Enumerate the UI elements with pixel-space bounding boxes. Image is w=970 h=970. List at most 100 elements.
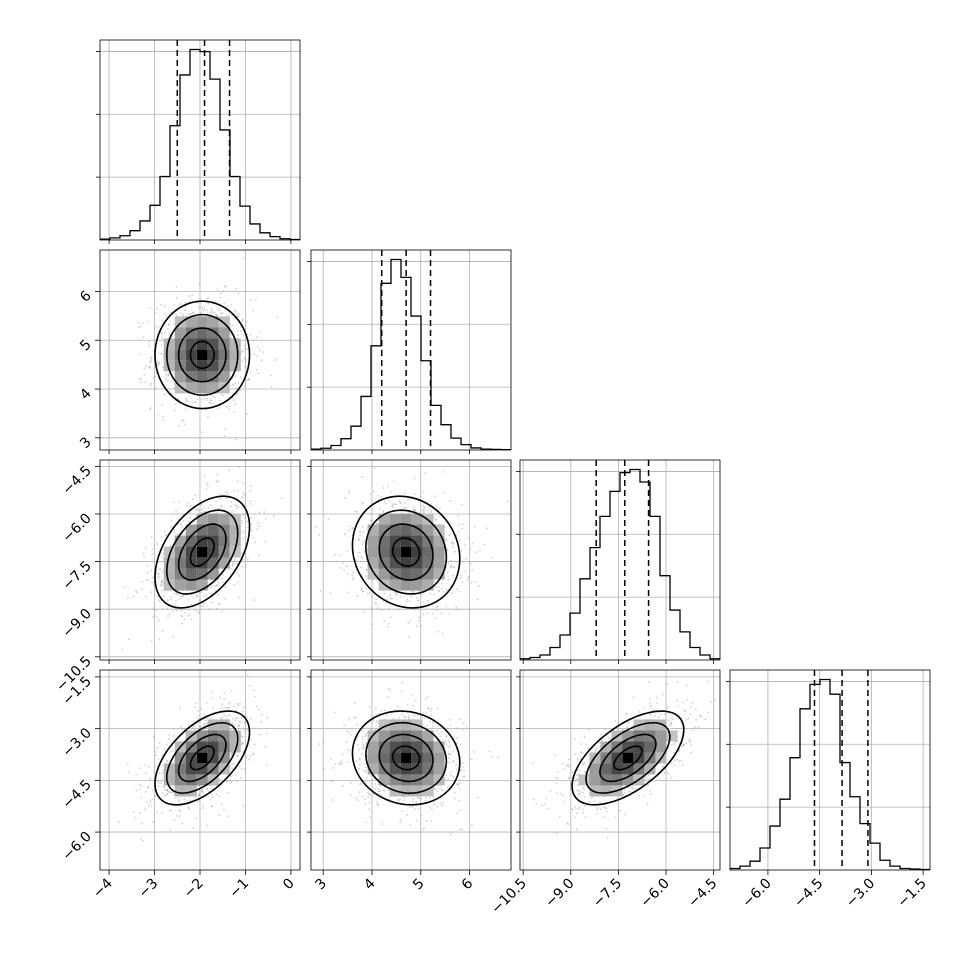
scatter-point: [240, 741, 243, 744]
scatter-point: [689, 705, 692, 708]
scatter-point: [254, 298, 257, 300]
scatter-point: [436, 606, 438, 609]
histogram-step-line: [520, 468, 720, 660]
density-cell: [218, 741, 230, 753]
scatter-point: [435, 586, 437, 588]
scatter-point: [352, 527, 354, 529]
scatter-point: [190, 618, 193, 621]
scatter-point: [171, 335, 174, 338]
scatter-point: [234, 382, 237, 384]
density-cell: [400, 557, 412, 569]
density-cell: [185, 338, 197, 350]
scatter-point: [414, 808, 416, 811]
scatter-point: [275, 357, 278, 360]
scatter-point: [244, 358, 247, 361]
scatter-point: [595, 813, 598, 815]
scatter-point: [224, 706, 226, 709]
scatter-point: [578, 790, 580, 792]
density-cell: [422, 785, 434, 797]
scatter-point: [215, 480, 218, 483]
scatter-point: [402, 506, 405, 509]
scatter-point: [201, 308, 204, 311]
contour-line: [177, 733, 227, 783]
scatter-point: [148, 340, 150, 343]
scatter-point: [224, 598, 227, 600]
scatter-point: [154, 794, 157, 797]
scatter-point: [210, 399, 213, 402]
scatter-point: [342, 784, 344, 787]
density-cell: [411, 568, 423, 580]
density-cell: [367, 752, 379, 764]
scatter-point: [416, 797, 419, 800]
scatter-point: [145, 579, 148, 582]
scatter-point: [239, 702, 241, 705]
scatter-point: [414, 699, 417, 702]
histogram-panel-3: [516, 459, 721, 661]
scatter-point: [230, 690, 233, 692]
scatter-point: [183, 618, 186, 621]
density-cell: [411, 557, 423, 569]
density-cell: [400, 513, 412, 525]
scatter-point: [256, 355, 259, 357]
scatter-point: [413, 715, 416, 717]
scatter-point: [238, 720, 241, 723]
scatter-point: [200, 725, 203, 728]
scatter-point: [266, 764, 268, 767]
scatter-point: [236, 329, 239, 332]
density-cell: [196, 763, 208, 775]
scatter-point: [258, 525, 261, 528]
scatter-point: [163, 748, 165, 751]
scatter-point: [186, 502, 189, 504]
scatter-point: [375, 707, 377, 710]
density-cell: [185, 752, 197, 764]
scatter-point: [257, 521, 259, 524]
scatter-point: [144, 791, 147, 793]
scatter-point: [150, 569, 152, 572]
scatter-point: [245, 379, 248, 382]
scatter-point: [166, 789, 168, 792]
scatter-point: [590, 797, 592, 799]
scatter-point: [140, 785, 143, 787]
scatter-point: [230, 753, 233, 755]
scatter-point: [264, 517, 267, 520]
scatter-point: [237, 704, 240, 707]
density-cell: [163, 557, 175, 569]
scatter-point: [581, 808, 584, 811]
scatter-point: [149, 777, 152, 779]
contour-line: [378, 523, 434, 581]
scatter-point: [178, 594, 181, 597]
scatter-point: [173, 734, 175, 737]
scatter-point: [461, 527, 464, 530]
scatter-point: [235, 438, 237, 441]
scatter-point: [359, 763, 361, 766]
scatter-point: [224, 285, 227, 287]
scatter-point: [157, 573, 160, 576]
scatter-point: [396, 798, 399, 801]
scatter-point: [202, 713, 205, 716]
scatter-point: [242, 482, 244, 484]
scatter-point: [349, 733, 352, 736]
scatter-point: [237, 725, 240, 728]
scatter-point: [339, 567, 342, 569]
scatter-point: [202, 602, 205, 605]
scatter-point: [357, 538, 360, 541]
scatter-point: [140, 838, 143, 840]
scatter-point: [411, 704, 414, 707]
scatter-point: [699, 715, 702, 718]
scatter-point: [219, 696, 221, 699]
scatter-point: [173, 819, 176, 822]
density-cell: [411, 752, 423, 764]
scatter-point: [149, 384, 152, 386]
scatter-point: [183, 309, 186, 312]
density-cell: [389, 774, 401, 786]
scatter-point: [360, 589, 363, 591]
scatter-point: [127, 771, 130, 774]
scatter-point: [229, 765, 232, 768]
scatter-point: [250, 503, 252, 505]
scatter-point: [194, 494, 197, 497]
contour-line: [365, 509, 448, 595]
scatter-point: [452, 541, 455, 544]
scatter-point: [200, 591, 203, 594]
scatter-point: [453, 787, 456, 789]
scatter-point: [197, 785, 200, 788]
